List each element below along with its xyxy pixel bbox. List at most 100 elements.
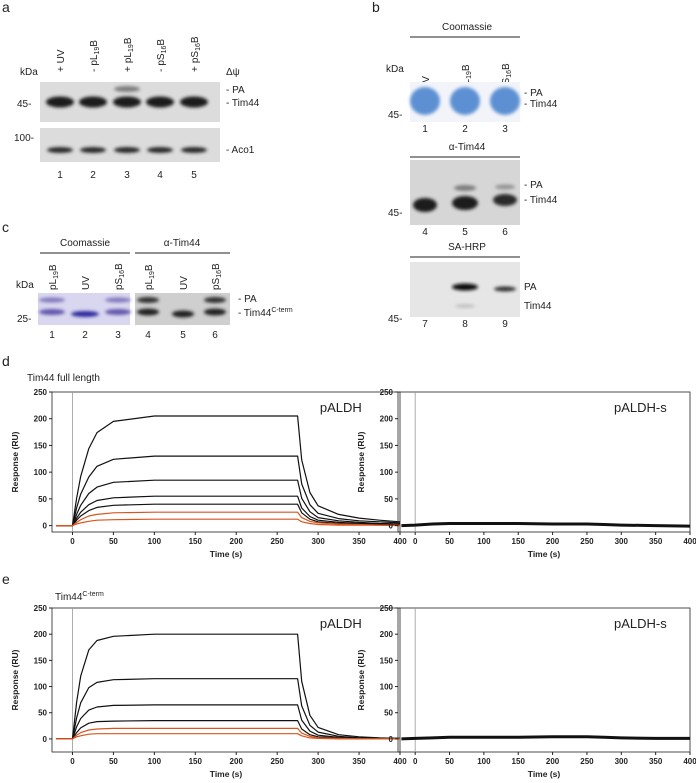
x-tick-label: 0 (413, 537, 418, 546)
subscript: 16 (161, 46, 168, 54)
band (452, 283, 478, 291)
text-part: pS (156, 53, 167, 66)
text-part: Tim44 (55, 592, 83, 603)
text-part: B (144, 264, 155, 271)
panel-letter: b (372, 0, 380, 15)
subscript: 19 (128, 44, 135, 52)
text-part: B (156, 39, 167, 46)
x-tick-label: 150 (512, 757, 526, 766)
x-axis-label: Time (s) (528, 549, 561, 559)
lane-number: 3 (502, 124, 508, 135)
y-tick-label: 50 (384, 709, 393, 718)
y-tick-label: 150 (380, 441, 394, 450)
y-tick-label: 200 (380, 630, 394, 639)
band (114, 147, 140, 153)
kda-label: kDa (16, 280, 34, 291)
y-tick-label: 250 (34, 388, 48, 397)
lane-number: 6 (502, 227, 508, 238)
text-part: - Tim44 (238, 308, 272, 319)
text-part: pS (190, 51, 201, 64)
blot-title: Coomassie (60, 238, 110, 249)
y-tick-label: 250 (34, 604, 48, 613)
lane-number: 8 (462, 319, 468, 330)
x-axis-label: Time (s) (528, 769, 561, 779)
lane-number: 1 (57, 170, 63, 181)
lane-label: pS16B (114, 263, 126, 290)
lane-number: 5 (180, 330, 186, 341)
band (39, 309, 65, 315)
x-tick-label: 200 (230, 757, 244, 766)
band (455, 304, 475, 308)
subscript: 16 (506, 70, 513, 78)
x-tick-label: 250 (580, 537, 594, 546)
band (147, 147, 173, 153)
plot-frame (397, 607, 691, 753)
superscript: C-term (271, 307, 293, 314)
x-axis-label: Time (s) (210, 549, 243, 559)
band-label: - PA (524, 88, 543, 99)
mw-marker: 45- (388, 110, 402, 121)
lane-number: 1 (422, 124, 428, 135)
annotation: pALDH (320, 400, 362, 415)
lane-number: 2 (462, 124, 468, 135)
x-tick-label: 400 (683, 757, 696, 766)
text-part: pS (114, 277, 125, 290)
sensorgram (56, 415, 401, 527)
lane-number: 4 (422, 227, 428, 238)
band-label: PA (524, 282, 537, 293)
band (80, 147, 106, 153)
band (46, 96, 74, 108)
text-part: B (89, 40, 100, 47)
x-axis-label: Time (s) (210, 769, 243, 779)
band-label: - Tim44 (524, 99, 558, 110)
x-tick-label: 250 (270, 757, 284, 766)
lane-number: 2 (90, 170, 96, 181)
band-label: - Tim44C-term (238, 307, 293, 319)
y-tick-label: 100 (380, 683, 394, 692)
mw-marker: 100- (14, 133, 34, 144)
y-tick-label: 100 (34, 683, 48, 692)
x-tick-label: 250 (580, 757, 594, 766)
y-tick-label: 0 (43, 522, 48, 531)
panel-letter: e (2, 571, 10, 587)
band (180, 96, 208, 108)
x-tick-label: 200 (546, 537, 560, 546)
kda-label: kDa (386, 64, 404, 75)
subscript: 19 (94, 47, 101, 55)
band (71, 311, 99, 317)
mw-marker: 45- (17, 99, 31, 110)
text-part: - (89, 69, 100, 72)
x-tick-label: 300 (615, 757, 629, 766)
subscript: 16 (216, 270, 223, 278)
subscript: 16 (119, 270, 126, 278)
lane-number: 1 (49, 330, 55, 341)
band-label: - Tim44 (226, 98, 260, 109)
y-tick-label: 150 (380, 656, 394, 665)
y-tick-label: 100 (34, 468, 48, 477)
panel-letter: a (2, 0, 10, 15)
annotation: pALDH-s (614, 400, 667, 415)
sensorgram (56, 633, 401, 740)
sensorgram (56, 479, 401, 527)
band (113, 96, 141, 108)
band (204, 308, 226, 316)
y-tick-label: 50 (38, 495, 47, 504)
plot-frame (51, 607, 401, 753)
band (137, 308, 159, 316)
band (47, 147, 73, 153)
lane-label: - pL19B (89, 40, 101, 72)
x-tick-label: 350 (352, 757, 366, 766)
lane-label: pS16B (211, 263, 223, 290)
superscript: C-term (82, 591, 104, 598)
kda-label: kDa (20, 67, 38, 78)
lane-number: 9 (502, 319, 508, 330)
band (172, 310, 194, 318)
sensorgram (56, 455, 401, 527)
annotation: pALDH (320, 616, 362, 631)
sensorgram (401, 522, 691, 528)
mw-marker: 45- (388, 314, 402, 325)
lane-label: UV (179, 276, 190, 290)
band (413, 198, 437, 212)
band (105, 297, 131, 303)
